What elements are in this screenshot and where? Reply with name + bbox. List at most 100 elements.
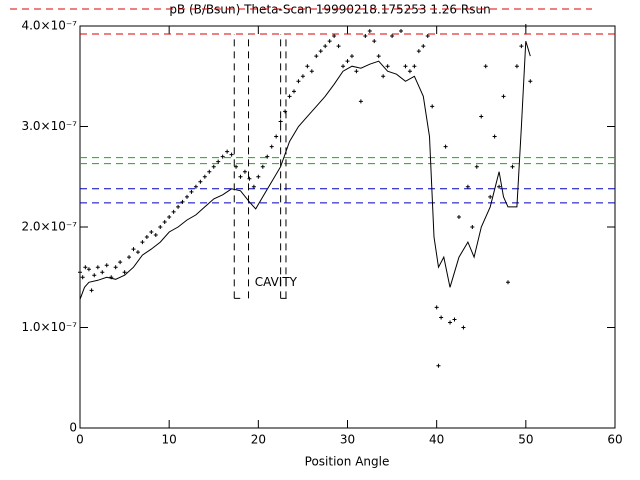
profile-line (79, 40, 531, 300)
data-point (523, 24, 528, 28)
data-point (318, 49, 323, 54)
data-point (225, 149, 230, 154)
data-point (474, 164, 479, 169)
data-point (256, 174, 261, 179)
data-point (376, 54, 381, 59)
data-point (113, 265, 118, 270)
data-point (135, 250, 140, 255)
x-axis-label: Position Angle (305, 455, 390, 469)
x-tick-label: 0 (76, 433, 84, 447)
data-point (220, 154, 225, 159)
data-point (436, 363, 441, 368)
data-point (238, 174, 243, 179)
data-point (92, 273, 97, 278)
y-tick-label: 3.0×10⁻⁷ (21, 119, 77, 133)
data-point (176, 204, 181, 209)
data-point (234, 164, 239, 169)
data-point (167, 214, 172, 219)
data-point (78, 270, 82, 275)
data-point (407, 69, 412, 74)
data-point (189, 189, 194, 194)
data-point (149, 230, 154, 235)
data-point (439, 315, 444, 320)
data-point (345, 59, 350, 64)
data-point (461, 325, 466, 330)
data-point (528, 79, 533, 84)
data-point (162, 219, 167, 224)
data-point (296, 79, 301, 84)
data-point (83, 265, 88, 270)
data-point (104, 263, 109, 268)
x-tick-label: 60 (607, 433, 622, 447)
data-point (144, 235, 149, 240)
data-point (89, 288, 94, 293)
data-point (140, 240, 145, 245)
data-point (300, 74, 305, 79)
data-point (287, 94, 292, 99)
data-point (514, 64, 519, 69)
data-point (385, 64, 390, 69)
data-point (193, 184, 198, 189)
data-point (381, 74, 386, 79)
data-point (416, 49, 421, 54)
annotation: CAVITY (255, 275, 298, 289)
data-point (158, 225, 163, 229)
data-point (336, 44, 341, 49)
data-point (242, 169, 247, 174)
x-tick-label: 40 (429, 433, 444, 447)
data-point (274, 134, 279, 139)
data-point (367, 29, 372, 34)
data-point (95, 265, 100, 270)
data-point (456, 214, 461, 219)
data-point (332, 34, 337, 39)
data-point (229, 152, 234, 157)
data-point (492, 134, 497, 139)
data-point (479, 114, 484, 119)
data-point (510, 164, 515, 169)
data-point (100, 270, 105, 275)
x-tick-label: 30 (340, 433, 355, 447)
data-point (118, 260, 123, 265)
data-point (265, 154, 270, 159)
data-point (358, 99, 363, 104)
data-point (341, 64, 346, 69)
data-point (363, 34, 368, 39)
data-point (412, 64, 417, 69)
chart-title: pB (B/Bsun) Theta-Scan 19990218.175253 1… (169, 3, 490, 17)
data-point (185, 194, 189, 199)
data-point (452, 317, 457, 322)
x-tick-label: 20 (251, 433, 266, 447)
data-point (216, 159, 221, 164)
data-point (390, 34, 395, 39)
data-point (283, 109, 288, 114)
data-point (269, 144, 274, 149)
data-point (323, 44, 328, 49)
y-tick-label: 0 (69, 421, 77, 435)
data-point (278, 119, 283, 124)
data-point (260, 164, 265, 169)
data-point (211, 164, 216, 169)
x-tick-label: 10 (162, 433, 177, 447)
data-point (309, 69, 314, 74)
data-point (198, 179, 203, 184)
data-point (292, 89, 296, 94)
data-point (403, 64, 408, 69)
data-point (180, 199, 185, 204)
data-point (131, 247, 136, 252)
data-point (443, 144, 448, 149)
data-point (109, 275, 114, 280)
data-point (488, 194, 493, 199)
data-point (86, 267, 91, 272)
data-point (465, 184, 470, 189)
data-point (327, 39, 332, 44)
data-point (314, 54, 319, 59)
y-tick-label: 4.0×10⁻⁷ (21, 19, 77, 33)
data-point (207, 169, 212, 174)
data-point (202, 174, 207, 179)
data-point (305, 64, 310, 69)
data-point (354, 69, 359, 74)
data-point (497, 184, 502, 189)
data-point (349, 54, 354, 59)
data-point (501, 94, 506, 99)
